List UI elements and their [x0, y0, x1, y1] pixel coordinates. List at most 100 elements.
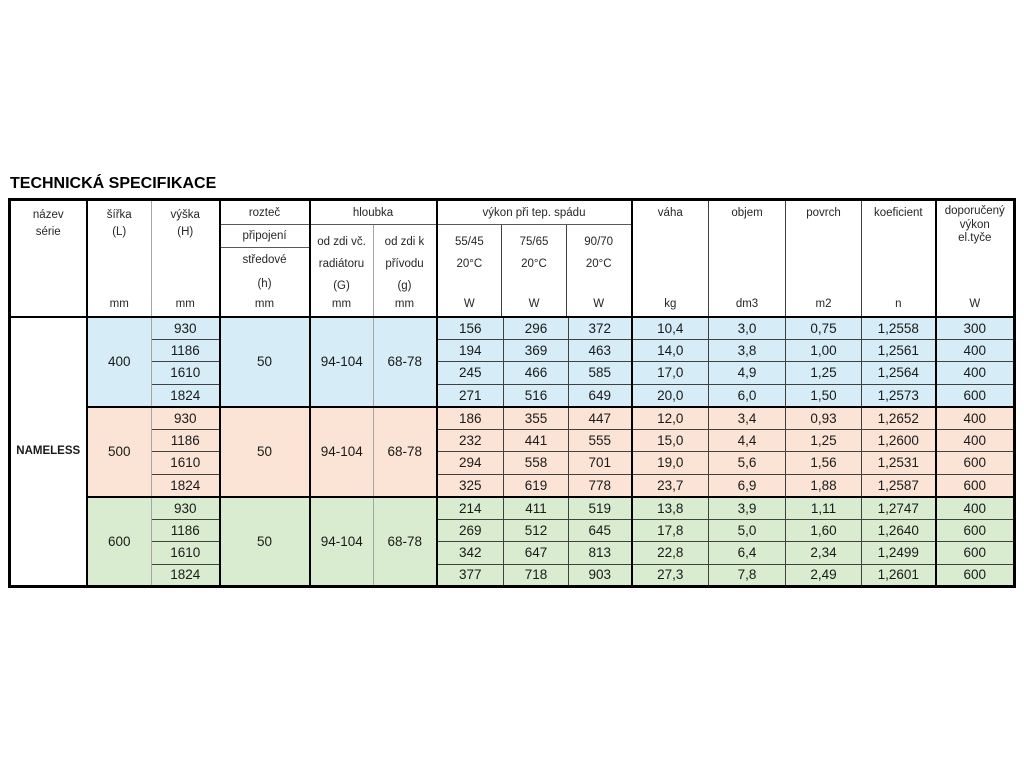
cell-doporuceny: 300 [934, 315, 1015, 340]
cell-vykon-9070: 813 [567, 541, 632, 565]
cell-vaha: 27,3 [630, 563, 709, 587]
cell-vykon-9070: 447 [567, 405, 632, 430]
cell-vyska: 930 [151, 495, 220, 520]
cell-hloubka-p: 68-78 [373, 315, 437, 407]
cell-povrch: 1,88 [785, 473, 862, 497]
cell-vaha: 22,8 [630, 541, 709, 565]
cell-povrch: 1,50 [785, 383, 862, 407]
cell-vykon-7565: 647 [503, 541, 569, 565]
cell-objem: 3,9 [708, 495, 786, 520]
cell-vyska: 1610 [151, 361, 220, 385]
cell-vyska: 930 [151, 405, 220, 430]
cell-vyska: 1610 [151, 451, 220, 475]
cell-hloubka-p: 68-78 [373, 495, 437, 587]
table-row: 1824 271 516 649 20,0 6,0 1,50 1,2573 60… [10, 383, 1015, 407]
povrch-label: povrch [806, 207, 841, 219]
col-header-5545: 55/45 20°C W [438, 225, 502, 316]
roztec-stredove-label: středové [242, 254, 287, 266]
col-header-9070: 90/70 20°C W [565, 225, 631, 316]
cell-vykon-5545: 269 [435, 518, 504, 542]
cell-objem: 3,0 [708, 315, 786, 340]
cell-vykon-9070: 645 [567, 518, 632, 542]
cell-doporuceny: 400 [934, 405, 1015, 430]
cell-povrch: 1,25 [785, 361, 862, 385]
cell-objem: 4,4 [708, 428, 786, 452]
cell-doporuceny: 600 [934, 563, 1015, 587]
series-name-cell: NAMELESS [9, 315, 87, 587]
cell-vaha: 10,4 [630, 315, 709, 340]
cell-hloubka-p: 68-78 [373, 405, 437, 497]
col-header-vykon: výkon při tep. spádu 55/45 20°C W 75/65 … [435, 199, 632, 318]
header-row: název série šířka (L) mm výška (H) mm [9, 199, 1015, 318]
cell-vykon-5545: 232 [435, 428, 504, 452]
cell-vaha: 17,8 [630, 518, 709, 542]
table-row: 1610 342 647 813 22,8 6,4 2,34 1,2499 60… [10, 541, 1015, 565]
cell-vykon-9070: 903 [567, 563, 632, 587]
vaha-unit: kg [664, 297, 677, 310]
col-header-7565: 75/65 20°C W [501, 225, 566, 316]
cell-vykon-5545: 245 [435, 361, 504, 385]
col-header-koeficient: koeficient n [861, 199, 936, 318]
cell-vykon-9070: 519 [567, 495, 632, 520]
col-header-hloubka: hloubka od zdi vč. radiátoru (G) mm od z… [308, 199, 437, 318]
col-header-roztec: rozteč připojení středové (h) mm [218, 199, 310, 318]
cell-vykon-5545: 377 [435, 563, 504, 587]
cell-vaha: 19,0 [630, 451, 709, 475]
cell-vykon-5545: 194 [435, 338, 504, 362]
objem-label: objem [731, 207, 763, 219]
cell-vykon-7565: 718 [503, 563, 569, 587]
cell-vykon-5545: 214 [435, 495, 504, 520]
table-row: 1186 232 441 555 15,0 4,4 1,25 1,2600 40… [10, 428, 1015, 452]
cell-koeficient: 1,2573 [861, 383, 936, 407]
cell-vyska: 1186 [151, 428, 220, 452]
cell-doporuceny: 600 [934, 473, 1015, 497]
cell-koeficient: 1,2640 [861, 518, 936, 542]
cell-doporuceny: 400 [934, 495, 1015, 520]
cell-objem: 3,8 [708, 338, 786, 362]
koeficient-label: koeficient [873, 207, 923, 219]
cell-vykon-9070: 555 [567, 428, 632, 452]
cell-vykon-7565: 466 [503, 361, 569, 385]
cell-vykon-5545: 325 [435, 473, 504, 497]
t3-unit: W [593, 297, 605, 310]
table-row: 500 930 50 94-104 68-78 186 355 447 12,0… [10, 405, 1015, 497]
cell-objem: 5,6 [708, 451, 786, 475]
col-header-doporuceny: doporučený výkon el.tyče W [934, 199, 1015, 318]
cell-hloubka-g: 94-104 [308, 405, 374, 497]
table-row: 1610 294 558 701 19,0 5,6 1,56 1,2531 60… [10, 451, 1015, 475]
hloubka-p-label: od zdi k přívodu (g) [384, 236, 425, 292]
cell-povrch: 2,34 [785, 541, 862, 565]
cell-koeficient: 1,2601 [861, 563, 936, 587]
doporuceny-unit: W [969, 297, 981, 310]
page-title: TECHNICKÁ SPECIFIKACE [10, 175, 217, 192]
t2-unit: W [528, 297, 540, 310]
cell-doporuceny: 400 [934, 428, 1015, 452]
vykon-label: výkon při tep. spádu [437, 201, 631, 225]
table-row: 1610 245 466 585 17,0 4,9 1,25 1,2564 40… [10, 361, 1015, 385]
table-row: 1824 377 718 903 27,3 7,8 2,49 1,2601 60… [10, 563, 1015, 587]
cell-povrch: 1,60 [785, 518, 862, 542]
cell-sirka: 500 [85, 405, 152, 497]
vyska-label: výška (H) [170, 209, 200, 238]
objem-unit: dm3 [735, 297, 759, 310]
cell-koeficient: 1,2587 [861, 473, 936, 497]
koeficient-unit: n [895, 297, 902, 310]
cell-vaha: 12,0 [630, 405, 709, 430]
t2-label: 75/65 20°C [519, 236, 549, 270]
cell-objem: 6,4 [708, 541, 786, 565]
povrch-unit: m2 [815, 297, 832, 310]
cell-vykon-7565: 516 [503, 383, 569, 407]
roztec-label: rozteč [220, 201, 309, 225]
col-header-hloubka-p: od zdi k přívodu (g) mm [372, 225, 436, 316]
cell-koeficient: 1,2561 [861, 338, 936, 362]
cell-vykon-5545: 186 [435, 405, 504, 430]
cell-vyska: 1824 [151, 563, 220, 587]
cell-povrch: 0,93 [785, 405, 862, 430]
cell-vykon-9070: 778 [567, 473, 632, 497]
cell-hloubka-g: 94-104 [308, 495, 374, 587]
cell-vykon-9070: 463 [567, 338, 632, 362]
hloubka-g-unit: mm [331, 297, 352, 310]
doporuceny-label: doporučený výkon el.tyče [944, 205, 1005, 245]
cell-povrch: 0,75 [785, 315, 862, 340]
